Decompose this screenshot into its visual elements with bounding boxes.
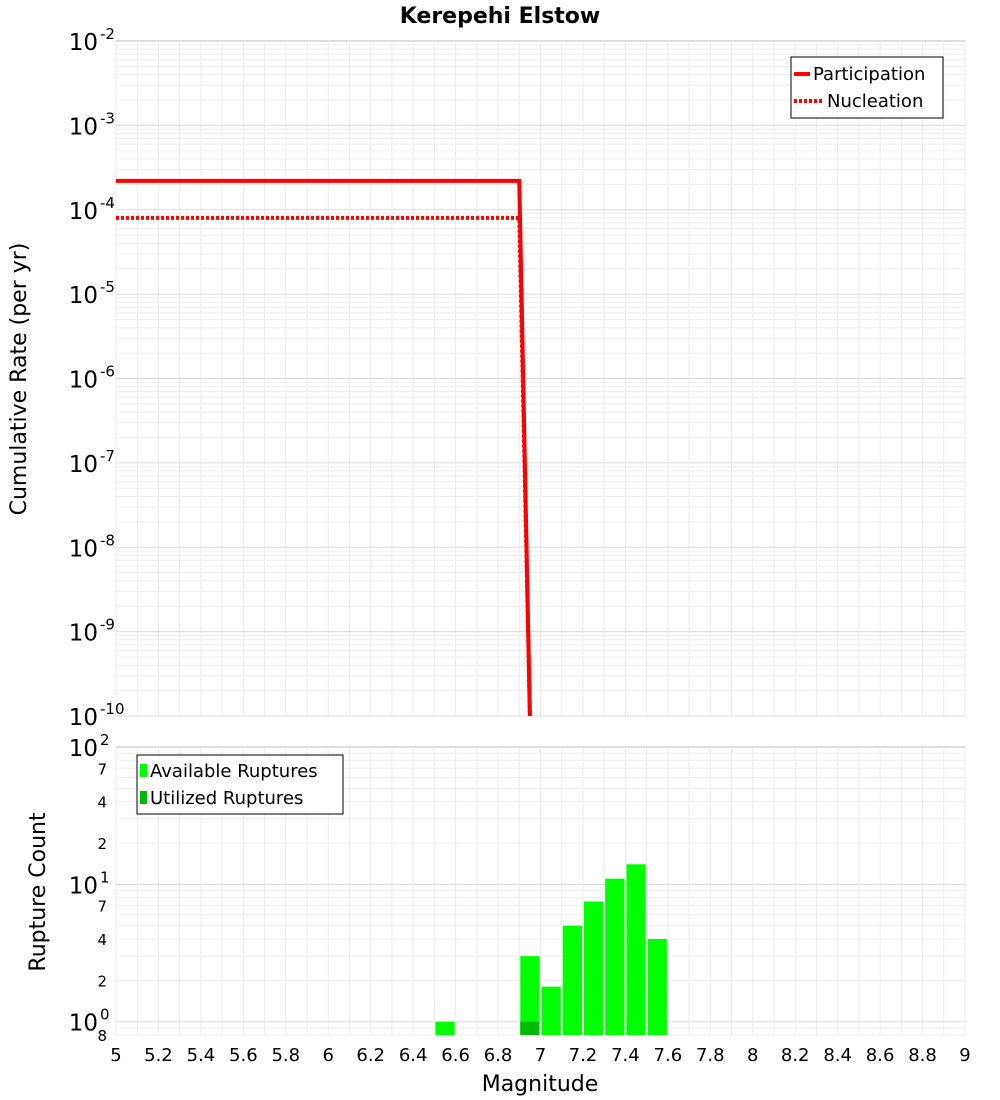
count-y-tick-minor: 2 [97, 835, 107, 853]
legend-nucleation-label: Nucleation [827, 91, 923, 112]
count-y-tick-major: 10 0 [69, 1006, 110, 1037]
count-y-tick-minor: 4 [97, 794, 107, 812]
rate-y-tick: 10 -4 [69, 194, 115, 225]
legend-available-swatch [140, 764, 147, 777]
x-tick-label: 7 [535, 1045, 546, 1066]
rate-y-tick: 10 -2 [69, 25, 115, 56]
count-y-tick-exp: 1 [100, 868, 110, 886]
available-rupture-bar [583, 901, 604, 1035]
rate-y-tick-exp: -7 [100, 447, 115, 465]
count-y-tick-major: 10 2 [69, 731, 110, 762]
series-participation-line [116, 178, 532, 717]
x-tick-label: 8.4 [823, 1045, 852, 1066]
available-rupture-bar [626, 864, 646, 1035]
rate-y-tick-base: 10 [69, 536, 98, 562]
x-tick-label: 6.8 [484, 1045, 513, 1066]
rate-y-tick-base: 10 [69, 368, 98, 394]
x-tick-label: 5.8 [271, 1045, 300, 1066]
rate-y-tick: 10 -5 [69, 278, 115, 309]
legend-participation-label: Participation [813, 64, 925, 85]
count-y-tick-base: 10 [69, 873, 98, 899]
chart-title: Kerepehi Elstow [400, 4, 601, 29]
count-bars [435, 864, 667, 1035]
rate-y-tick: 10 -6 [69, 363, 115, 394]
count-legend: Available Ruptures Utilized Ruptures [136, 754, 344, 815]
count-legend-box [136, 754, 344, 815]
rate-y-tick-exp: -2 [100, 25, 115, 43]
x-tick-label: 8.6 [866, 1045, 895, 1066]
rate-y-tick-exp: -5 [100, 278, 115, 296]
x-tick-label: 6.6 [441, 1045, 470, 1066]
available-rupture-bar [562, 925, 582, 1035]
x-axis-ticks: 5 5.2 5.4 5.6 5.8 6 6.2 6.4 6.6 6.8 7 7.2 7.4 7.6 7.8 8… [110, 1045, 970, 1066]
rate-legend-box [790, 56, 944, 119]
rate-y-tick: 10 -8 [69, 531, 115, 562]
x-tick-label: 7.2 [569, 1045, 598, 1066]
count-y-tick-base: 10 [69, 736, 98, 762]
count-y-tick-exp: 0 [100, 1006, 110, 1024]
count-y-tick-minor: 4 [97, 931, 107, 949]
x-tick-label: 5.6 [229, 1045, 258, 1066]
series-nucleation-line [116, 215, 532, 717]
x-tick-label: 9 [959, 1045, 970, 1066]
legend-utilized-swatch [140, 791, 147, 804]
rate-y-tick-base: 10 [69, 283, 98, 309]
available-rupture-bar [520, 956, 540, 1035]
rate-y-tick-exp: -8 [100, 531, 115, 549]
count-y-tick-minor: 8 [97, 1027, 107, 1045]
rate-y-tick-exp: -3 [100, 109, 115, 127]
legend-available-label: Available Ruptures [150, 761, 318, 782]
x-tick-label: 5.2 [144, 1045, 173, 1066]
count-y-tick-minor: 2 [97, 972, 107, 990]
x-tick-label: 7.4 [611, 1045, 640, 1066]
rate-y-tick: 10 -3 [69, 109, 115, 140]
rate-y-tick-base: 10 [69, 199, 98, 225]
rate-y-tick-exp: -4 [100, 194, 115, 212]
available-rupture-bar [647, 939, 667, 1035]
count-y-tick-exp: 2 [100, 731, 110, 749]
available-rupture-bar [605, 878, 625, 1035]
x-tick-label: 8.8 [908, 1045, 937, 1066]
rate-y-tick-base: 10 [69, 705, 98, 731]
count-y-tick-major: 10 1 [69, 868, 110, 899]
x-tick-label: 8.2 [781, 1045, 810, 1066]
rate-y-tick-exp: -6 [100, 363, 115, 381]
rate-series [116, 178, 532, 717]
legend-utilized-label: Utilized Ruptures [150, 788, 303, 809]
x-tick-label: 6 [323, 1045, 334, 1066]
rate-y-axis-title: Cumulative Rate (per yr) [7, 243, 32, 516]
rate-y-tick: 10 -10 [69, 700, 125, 731]
count-y-tick-minor: 7 [97, 760, 107, 778]
x-tick-label: 6.2 [356, 1045, 385, 1066]
utilized-rupture-bar [520, 1021, 540, 1035]
x-axis-title: Magnitude [482, 1072, 599, 1097]
x-tick-label: 5 [110, 1045, 121, 1066]
rate-y-tick-base: 10 [69, 621, 98, 647]
rate-y-tick-base: 10 [69, 114, 98, 140]
rate-y-tick: 10 -7 [69, 447, 115, 478]
x-tick-label: 7.6 [654, 1045, 683, 1066]
available-rupture-bar [435, 1021, 455, 1035]
x-tick-label: 6.4 [399, 1045, 428, 1066]
x-tick-label: 8 [747, 1045, 758, 1066]
count-y-tick-base: 10 [69, 1011, 98, 1037]
rate-y-tick-exp: -9 [100, 616, 115, 634]
rate-y-tick-base: 10 [69, 30, 98, 56]
available-rupture-bar [541, 986, 561, 1035]
rate-legend: Participation Nucleation [790, 56, 944, 119]
x-tick-label: 7.8 [696, 1045, 725, 1066]
count-y-tick-minor: 7 [97, 898, 107, 916]
rate-grid [115, 41, 966, 717]
count-y-axis-title: Rupture Count [26, 812, 51, 972]
rate-y-tick-exp: -10 [100, 700, 125, 718]
rate-y-tick-base: 10 [69, 452, 98, 478]
rate-y-tick: 10 -9 [69, 616, 115, 647]
x-tick-label: 5.4 [187, 1045, 216, 1066]
